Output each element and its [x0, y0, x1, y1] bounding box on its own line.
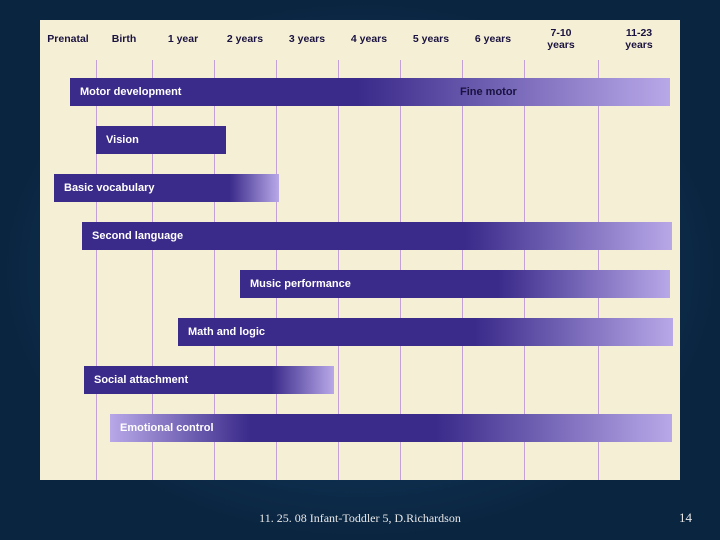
column-header: Birth [96, 20, 152, 60]
bar-second-label: Fine motor [460, 78, 517, 106]
bar-label: Music performance [240, 278, 351, 290]
timeline-bar: Motor development Fine motor [70, 78, 670, 106]
bar-label: Vision [96, 134, 139, 146]
chart-panel: PrenatalBirth1 year2 years3 years4 years… [40, 20, 680, 480]
timeline-bar: Math and logic [178, 318, 673, 346]
page-number: 14 [679, 510, 692, 526]
column-header: 3 years [276, 20, 338, 60]
bar-label: Emotional control [110, 422, 214, 434]
column-header: 1 year [152, 20, 214, 60]
column-header: 6 years [462, 20, 524, 60]
timeline-bar: Second language [82, 222, 672, 250]
timeline-bar: Basic vocabulary [54, 174, 279, 202]
column-headers: PrenatalBirth1 year2 years3 years4 years… [40, 20, 680, 60]
bar-label: Motor development [70, 86, 181, 98]
footer-caption: 11. 25. 08 Infant-Toddler 5, D.Richardso… [0, 511, 720, 526]
column-header: 11-23 years [598, 20, 680, 60]
timeline-bar: Emotional control [110, 414, 672, 442]
bar-label: Second language [82, 230, 183, 242]
bar-label: Social attachment [84, 374, 188, 386]
column-header: 5 years [400, 20, 462, 60]
bar-label: Basic vocabulary [54, 182, 155, 194]
timeline-bar: Music performance [240, 270, 670, 298]
column-header: Prenatal [40, 20, 96, 60]
bar-label: Math and logic [178, 326, 265, 338]
column-header: 7-10 years [524, 20, 598, 60]
column-header: 2 years [214, 20, 276, 60]
column-header: 4 years [338, 20, 400, 60]
timeline-bar: Vision [96, 126, 226, 154]
slide-background: PrenatalBirth1 year2 years3 years4 years… [0, 0, 720, 540]
chart-grid: Motor development Fine motor Vision Basic v… [40, 60, 680, 480]
gridline [96, 60, 97, 480]
timeline-bar: Social attachment [84, 366, 334, 394]
